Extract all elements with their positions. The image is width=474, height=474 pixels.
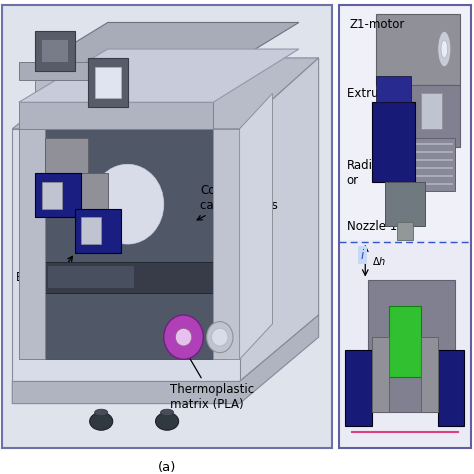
Polygon shape bbox=[35, 31, 75, 71]
Polygon shape bbox=[82, 218, 101, 244]
Polygon shape bbox=[42, 182, 62, 209]
Ellipse shape bbox=[155, 412, 179, 430]
Polygon shape bbox=[376, 76, 411, 102]
Polygon shape bbox=[88, 58, 128, 107]
Text: Z-servo motor: Z-servo motor bbox=[113, 56, 228, 82]
Polygon shape bbox=[42, 129, 227, 359]
Polygon shape bbox=[35, 22, 299, 67]
Text: Radiat
or: Radiat or bbox=[347, 159, 407, 187]
Text: $i$: $i$ bbox=[360, 248, 365, 262]
Polygon shape bbox=[42, 40, 68, 63]
Text: Continuous
carbon fibers: Continuous carbon fibers bbox=[197, 183, 278, 220]
Polygon shape bbox=[213, 129, 239, 359]
Polygon shape bbox=[389, 306, 420, 377]
Polygon shape bbox=[239, 93, 273, 359]
Polygon shape bbox=[68, 173, 108, 218]
Polygon shape bbox=[12, 315, 319, 403]
Text: Thermoplastic
matrix (PLA): Thermoplastic matrix (PLA) bbox=[170, 343, 255, 411]
Polygon shape bbox=[19, 63, 101, 80]
Polygon shape bbox=[45, 138, 88, 182]
Polygon shape bbox=[339, 5, 471, 240]
Polygon shape bbox=[19, 129, 45, 359]
Text: (a): (a) bbox=[158, 461, 176, 474]
Polygon shape bbox=[397, 222, 413, 240]
Polygon shape bbox=[405, 138, 455, 191]
Ellipse shape bbox=[207, 322, 233, 353]
Polygon shape bbox=[45, 262, 223, 293]
Polygon shape bbox=[48, 266, 134, 288]
Polygon shape bbox=[420, 337, 438, 412]
Polygon shape bbox=[75, 209, 121, 253]
Polygon shape bbox=[372, 102, 415, 182]
Text: Nozzle 1: Nozzle 1 bbox=[347, 220, 407, 233]
Ellipse shape bbox=[91, 164, 164, 244]
Ellipse shape bbox=[438, 31, 451, 67]
Ellipse shape bbox=[95, 409, 108, 416]
Polygon shape bbox=[239, 58, 319, 382]
Ellipse shape bbox=[211, 328, 228, 346]
Text: Z1-motor: Z1-motor bbox=[349, 18, 405, 31]
Polygon shape bbox=[385, 182, 425, 227]
Polygon shape bbox=[438, 350, 464, 426]
Ellipse shape bbox=[441, 40, 447, 58]
Polygon shape bbox=[376, 14, 460, 84]
Polygon shape bbox=[95, 67, 121, 98]
Polygon shape bbox=[12, 58, 319, 129]
Ellipse shape bbox=[161, 409, 173, 416]
Ellipse shape bbox=[164, 315, 203, 359]
Polygon shape bbox=[368, 280, 455, 412]
Polygon shape bbox=[35, 173, 82, 218]
Polygon shape bbox=[19, 49, 299, 102]
Polygon shape bbox=[12, 129, 239, 382]
Polygon shape bbox=[420, 93, 442, 129]
Text: Extruder 1: Extruder 1 bbox=[347, 87, 410, 109]
Polygon shape bbox=[339, 240, 471, 448]
Text: $\Delta h$: $\Delta h$ bbox=[372, 255, 386, 267]
Polygon shape bbox=[35, 67, 227, 93]
Ellipse shape bbox=[175, 328, 192, 346]
Polygon shape bbox=[372, 337, 389, 412]
Polygon shape bbox=[19, 102, 213, 129]
Text: Y-servo motor: Y-servo motor bbox=[91, 23, 226, 52]
Polygon shape bbox=[405, 84, 460, 146]
Text: Build platform: Build platform bbox=[16, 256, 100, 284]
Polygon shape bbox=[2, 5, 332, 448]
Polygon shape bbox=[346, 350, 372, 426]
Ellipse shape bbox=[90, 412, 113, 430]
